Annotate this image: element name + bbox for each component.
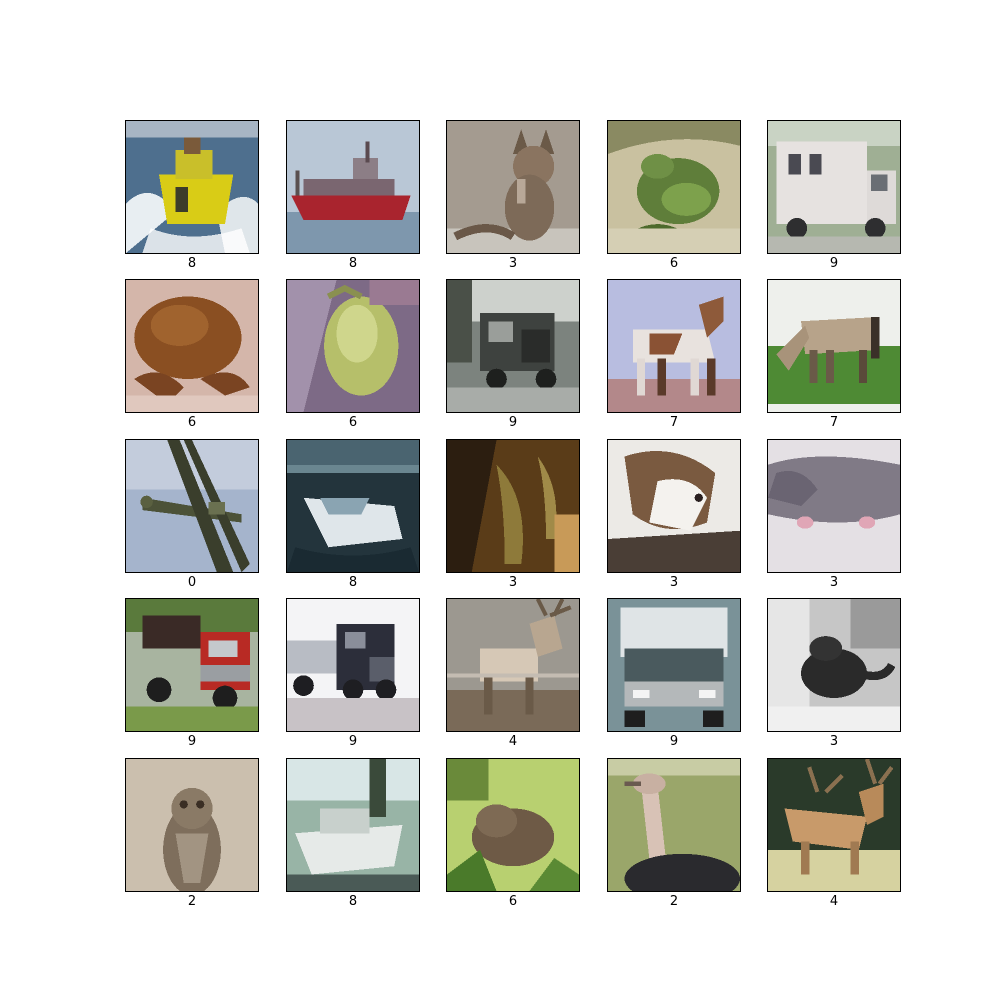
thumbnail-image-owl-perched [125,758,259,892]
class-label: 7 [829,415,839,430]
grid-cell: 6 [125,279,259,431]
class-label: 4 [508,734,518,749]
grid-cell: 9 [607,598,741,750]
grid-cell: 6 [286,279,420,431]
thumbnail-image-green-frog [607,120,741,254]
thumbnail-image-yellow-boat-splash [125,120,259,254]
thumbnail-image-red-cargo-ship [286,120,420,254]
thumbnail-image-brown-toad [125,279,259,413]
class-label: 3 [829,575,839,590]
thumbnail-image-toad-in-grass [446,758,580,892]
grid-cell: 7 [767,279,901,431]
thumbnail-image-vintage-truck [446,279,580,413]
thumbnail-image-black-cat-grayscale [767,598,901,732]
class-label: 4 [829,894,839,909]
grid-cell: 2 [125,758,259,910]
class-label: 6 [508,894,518,909]
class-label: 6 [187,415,197,430]
grid-cell: 3 [446,120,580,272]
thumbnail-image-tabby-cat-sitting [446,120,580,254]
thumbnail-image-propeller-airplane [125,439,259,573]
class-label: 8 [348,894,358,909]
class-label: 6 [348,415,358,430]
class-label: 3 [508,575,518,590]
grid-cell: 8 [286,439,420,591]
class-label: 3 [669,575,679,590]
thumbnail-image-red-dump-truck [125,598,259,732]
grid-cell: 9 [125,598,259,750]
class-label: 9 [348,734,358,749]
grid-cell: 2 [607,758,741,910]
class-label: 2 [669,894,679,909]
grid-cell: 8 [125,120,259,272]
thumbnail-image-ostrich-head [607,758,741,892]
grid-cell: 8 [286,120,420,272]
class-label: 9 [508,415,518,430]
class-label: 0 [187,575,197,590]
class-label: 3 [508,256,518,271]
grid-cell: 3 [607,439,741,591]
grid-cell: 3 [767,598,901,750]
class-label: 8 [348,575,358,590]
thumbnail-image-white-truck [767,120,901,254]
class-label: 6 [669,256,679,271]
grid-cell: 6 [446,758,580,910]
grid-cell: 8 [286,758,420,910]
class-label: 9 [829,256,839,271]
thumbnail-image-grazing-horse [767,279,901,413]
grid-cell: 4 [446,598,580,750]
thumbnail-image-elk-antlers [446,598,580,732]
class-label: 9 [669,734,679,749]
class-label: 3 [829,734,839,749]
thumbnail-image-calico-cat-face [607,439,741,573]
grid-cell: 3 [767,439,901,591]
grid-cell: 7 [607,279,741,431]
grid-cell: 3 [446,439,580,591]
class-label: 9 [187,734,197,749]
grid-cell: 9 [767,120,901,272]
thumbnail-image-dark-cat-closeup [446,439,580,573]
thumbnail-image-white-boat-harbor [286,758,420,892]
grid-cell: 9 [446,279,580,431]
grid-cell: 0 [125,439,259,591]
thumbnail-image-pinto-horse [607,279,741,413]
class-label: 8 [348,256,358,271]
class-label: 8 [187,256,197,271]
class-label: 2 [187,894,197,909]
grid-cell: 4 [767,758,901,910]
thumbnail-image-grey-cat-lying [767,439,901,573]
thumbnail-image-semi-truck [286,598,420,732]
grid-cell: 6 [607,120,741,272]
thumbnail-image-pale-frog [286,279,420,413]
thumbnail-image-box-truck-front [607,598,741,732]
thumbnail-image-spotted-deer [767,758,901,892]
class-label: 7 [669,415,679,430]
grid-cell: 9 [286,598,420,750]
thumbnail-image-white-motorboat [286,439,420,573]
